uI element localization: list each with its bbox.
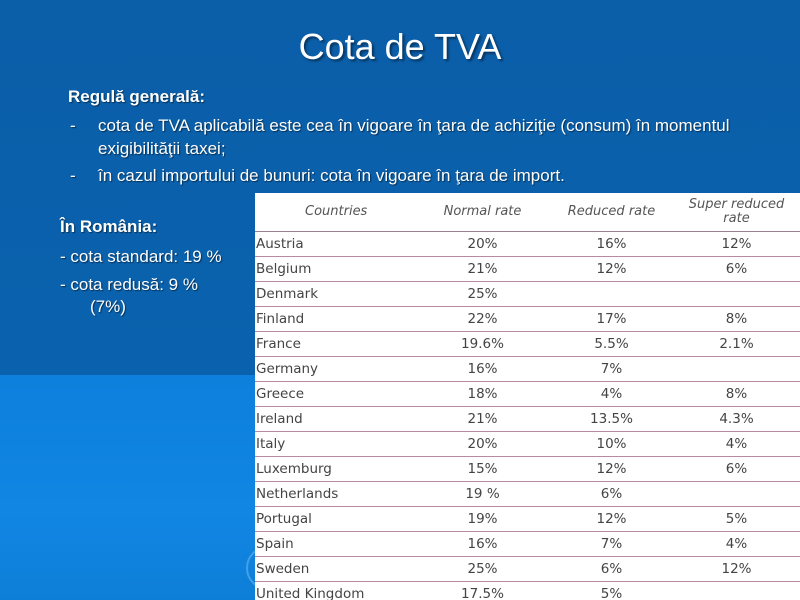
- bullet-item: - în cazul importului de bunuri: cota în…: [68, 164, 768, 187]
- table-row: Portugal 19% 12% 5%: [255, 506, 800, 532]
- table-row: Greece 18% 4% 8%: [255, 381, 800, 407]
- table-row: France 19.6% 5.5% 2.1%: [255, 331, 800, 357]
- bullet-marker: -: [70, 116, 76, 135]
- romania-standard-rate: - cota standard: 19 %: [60, 247, 222, 266]
- table-body: Austria 20% 16% 12% Belgium 21% 12% 6% Denmark 25…: [255, 231, 800, 600]
- country-cell: Italy: [255, 431, 415, 457]
- reduced-rate-cell: 12%: [550, 256, 673, 282]
- table-row: Germany 16% 7%: [255, 356, 800, 382]
- country-cell: Belgium: [255, 256, 415, 282]
- reduced-rate-cell: 7%: [550, 356, 673, 382]
- country-cell: Sweden: [255, 556, 415, 582]
- super-reduced-rate-cell: 4.3%: [673, 406, 800, 432]
- table-row: Italy 20% 10% 4%: [255, 431, 800, 457]
- table-row: Finland 22% 17% 8%: [255, 306, 800, 332]
- reduced-rate-cell: 16%: [550, 231, 673, 257]
- header-countries: Countries: [255, 193, 415, 232]
- reduced-rate-cell: 5.5%: [550, 331, 673, 357]
- country-cell: Austria: [255, 231, 415, 257]
- super-reduced-rate-cell: 2.1%: [673, 331, 800, 357]
- super-reduced-rate-cell: 12%: [673, 231, 800, 257]
- reduced-rate-cell: 13.5%: [550, 406, 673, 432]
- super-reduced-rate-cell: [673, 581, 800, 600]
- normal-rate-cell: 16%: [415, 531, 550, 557]
- reduced-rate-cell: 7%: [550, 531, 673, 557]
- reduced-rate-cell: 12%: [550, 456, 673, 482]
- normal-rate-cell: 19.6%: [415, 331, 550, 357]
- super-reduced-rate-cell: 6%: [673, 456, 800, 482]
- super-reduced-rate-cell: [673, 481, 800, 507]
- reduced-rate-cell: [550, 281, 673, 307]
- reduced-rate-cell: 6%: [550, 481, 673, 507]
- romania-reduced-rate: - cota redusă: 9 % (7%): [60, 274, 260, 318]
- country-cell: Greece: [255, 381, 415, 407]
- vat-rates-table: Countries Normal rate Reduced rate Super…: [255, 193, 800, 600]
- reduced-rate-cell: 4%: [550, 381, 673, 407]
- country-cell: United Kingdom: [255, 581, 415, 600]
- table-row: Austria 20% 16% 12%: [255, 231, 800, 257]
- table-row: Spain 16% 7% 4%: [255, 531, 800, 557]
- bullet-text: cota de TVA aplicabilă este cea în vigoa…: [98, 116, 730, 158]
- reduced-rate-cell: 17%: [550, 306, 673, 332]
- bullet-item: - cota de TVA aplicabilă este cea în vig…: [68, 114, 768, 160]
- header-reduced-rate: Reduced rate: [550, 193, 673, 232]
- super-reduced-rate-cell: 4%: [673, 531, 800, 557]
- table-row: United Kingdom 17.5% 5%: [255, 581, 800, 600]
- normal-rate-cell: 21%: [415, 256, 550, 282]
- super-reduced-rate-cell: [673, 281, 800, 307]
- super-reduced-rate-cell: 5%: [673, 506, 800, 532]
- super-reduced-rate-cell: 4%: [673, 431, 800, 457]
- super-reduced-rate-cell: 8%: [673, 381, 800, 407]
- normal-rate-cell: 21%: [415, 406, 550, 432]
- bullet-text: în cazul importului de bunuri: cota în v…: [98, 166, 565, 185]
- reduced-rate-cell: 5%: [550, 581, 673, 600]
- table-row: Sweden 25% 6% 12%: [255, 556, 800, 582]
- normal-rate-cell: 20%: [415, 431, 550, 457]
- normal-rate-cell: 19%: [415, 506, 550, 532]
- rule-heading: Regulă generală:: [68, 87, 205, 106]
- country-cell: Germany: [255, 356, 415, 382]
- romania-reduced-rate-alt: (7%): [90, 297, 126, 316]
- vat-rates-table-image: Countries Normal rate Reduced rate Super…: [255, 193, 800, 600]
- header-super-reduced-rate: Super reduced rate: [673, 193, 800, 232]
- normal-rate-cell: 17.5%: [415, 581, 550, 600]
- table-row: Denmark 25%: [255, 281, 800, 307]
- normal-rate-cell: 19 %: [415, 481, 550, 507]
- romania-block: În România: - cota standard: 19 % - cota…: [60, 217, 260, 324]
- romania-heading: În România:: [60, 217, 158, 236]
- reduced-rate-cell: 6%: [550, 556, 673, 582]
- normal-rate-cell: 15%: [415, 456, 550, 482]
- table-header-row: Countries Normal rate Reduced rate Super…: [255, 193, 800, 232]
- super-reduced-rate-cell: 6%: [673, 256, 800, 282]
- super-reduced-rate-cell: 8%: [673, 306, 800, 332]
- rule-bullet-list: - cota de TVA aplicabilă este cea în vig…: [68, 114, 768, 191]
- country-cell: Portugal: [255, 506, 415, 532]
- normal-rate-cell: 18%: [415, 381, 550, 407]
- header-normal-rate: Normal rate: [415, 193, 550, 232]
- country-cell: Netherlands: [255, 481, 415, 507]
- bullet-marker: -: [70, 166, 76, 185]
- normal-rate-cell: 16%: [415, 356, 550, 382]
- slide-title: Cota de TVA: [298, 26, 502, 67]
- country-cell: Spain: [255, 531, 415, 557]
- table-row: Luxemburg 15% 12% 6%: [255, 456, 800, 482]
- romania-reduced-rate-text: - cota redusă: 9 %: [60, 275, 198, 294]
- normal-rate-cell: 22%: [415, 306, 550, 332]
- normal-rate-cell: 25%: [415, 281, 550, 307]
- country-cell: Finland: [255, 306, 415, 332]
- super-reduced-rate-cell: [673, 356, 800, 382]
- table-row: Ireland 21% 13.5% 4.3%: [255, 406, 800, 432]
- country-cell: Denmark: [255, 281, 415, 307]
- country-cell: Luxemburg: [255, 456, 415, 482]
- table-row: Netherlands 19 % 6%: [255, 481, 800, 507]
- normal-rate-cell: 25%: [415, 556, 550, 582]
- table-row: Belgium 21% 12% 6%: [255, 256, 800, 282]
- country-cell: France: [255, 331, 415, 357]
- reduced-rate-cell: 12%: [550, 506, 673, 532]
- normal-rate-cell: 20%: [415, 231, 550, 257]
- country-cell: Ireland: [255, 406, 415, 432]
- reduced-rate-cell: 10%: [550, 431, 673, 457]
- super-reduced-rate-cell: 12%: [673, 556, 800, 582]
